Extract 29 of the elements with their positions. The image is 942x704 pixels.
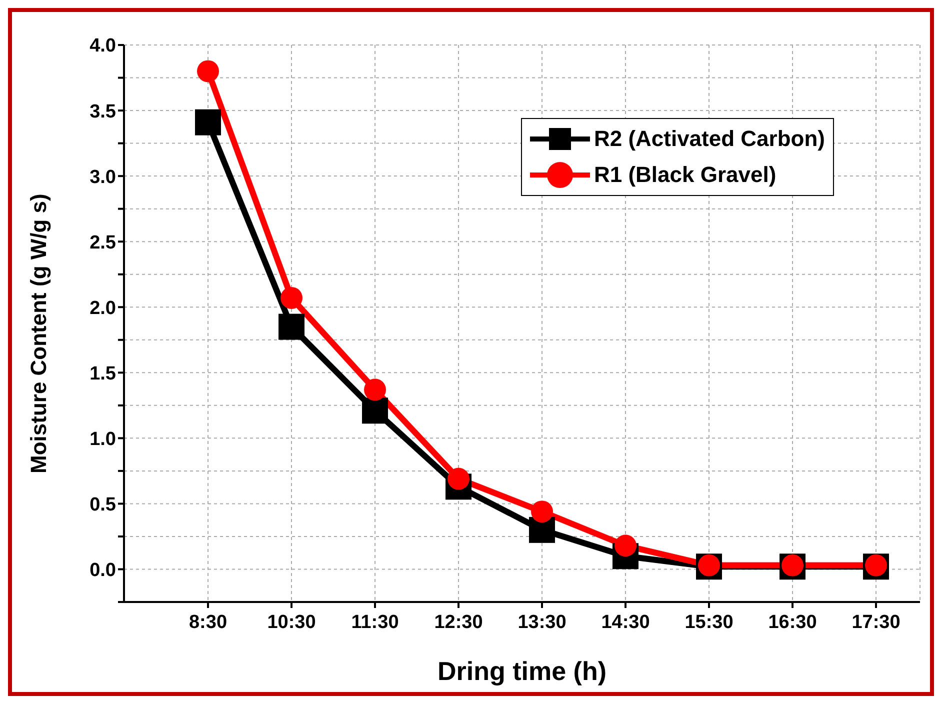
point <box>362 398 388 424</box>
x-tick-label: 13:30 <box>518 612 566 633</box>
legend-label: R2 (Activated Carbon) <box>594 126 825 152</box>
x-tick-label: 14:30 <box>601 612 650 633</box>
point <box>278 314 304 340</box>
x-tick-label: 15:30 <box>684 612 734 633</box>
point <box>364 378 386 401</box>
y-tick-label: 3.5 <box>90 101 116 122</box>
y-tick-label: 4.0 <box>90 36 116 57</box>
y-tick-label: 3.0 <box>90 166 116 188</box>
x-axis-title: Dring time (h) <box>438 656 606 686</box>
y-tick-label: 2.5 <box>90 232 116 254</box>
point <box>195 109 221 136</box>
y-axis-title: Moisture Content (g W/g s) <box>26 194 51 474</box>
x-tick-label: 10:30 <box>267 612 316 633</box>
y-tick-label: 0.0 <box>90 560 116 581</box>
point <box>280 286 302 309</box>
legend-label: R1 (Black Gravel) <box>594 162 776 188</box>
x-tick-label: 16:30 <box>768 612 817 633</box>
x-tick-label: 11:30 <box>351 612 399 633</box>
x-tick-label: 12:30 <box>434 612 483 633</box>
x-tick-label: 17:30 <box>852 612 900 633</box>
x-tick-label: 8:30 <box>188 612 228 633</box>
point <box>197 60 219 82</box>
point <box>531 500 553 523</box>
y-tick-label: 0.5 <box>90 494 116 516</box>
y-tick-label: 2.0 <box>90 298 116 319</box>
y-tick-label: 1.5 <box>90 363 116 384</box>
y-tick-label: 1.0 <box>90 428 116 450</box>
